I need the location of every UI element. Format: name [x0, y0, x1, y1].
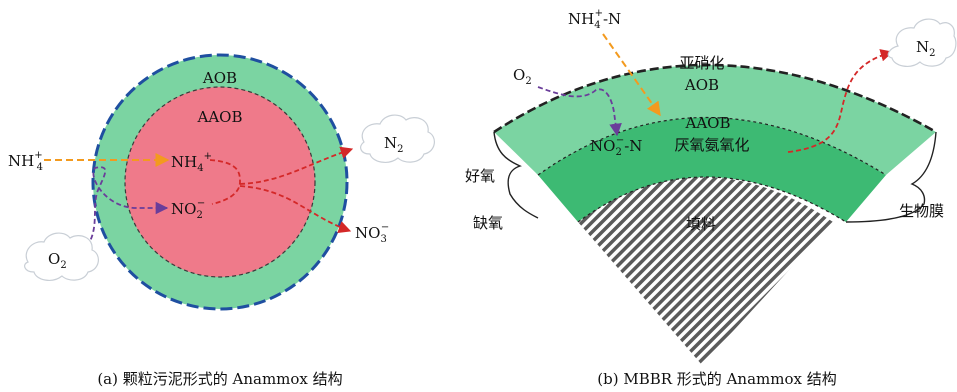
inner-dashed-boundary — [124, 86, 316, 278]
o2-to-no2-arrow — [75, 166, 169, 259]
no2-inner-text: NO2− — [171, 198, 205, 221]
biofilm-label: 生物膜 — [899, 202, 944, 220]
nh4n-input-arrow — [602, 33, 661, 117]
nitritation-aob-band — [494, 65, 936, 175]
anammox-aaob-band — [538, 117, 886, 222]
outer-dashed-boundary — [91, 53, 349, 311]
aob-label: AOB — [202, 69, 237, 87]
n2-cloud-icon — [360, 114, 435, 163]
no3-text: NO3− — [355, 222, 389, 245]
n2-right-cloud-icon — [887, 18, 957, 67]
nh4-outer-text: NH+ 4 — [8, 150, 43, 173]
n2-right-text: N2 — [916, 38, 936, 59]
o2-cloud-icon — [24, 232, 99, 281]
n2-left-text: N2 — [384, 134, 404, 155]
aerobic-anoxic-brace — [493, 131, 539, 219]
aerobic-label: 好氧 — [465, 167, 495, 185]
biofilm-outer-boundary — [493, 63, 937, 134]
aaob-label: AAOB — [197, 108, 243, 126]
aerobic-anoxic-boundary — [537, 116, 887, 176]
anammox-label: 厌氧氨氧化 — [674, 136, 749, 154]
mbbr-diagram: 亚硝化 AOB AAOB 厌氧氨氧化 填料 NH4+-N O2 NO2−-N N… — [465, 8, 957, 388]
nh4-inner-text: NH4+ — [171, 151, 212, 174]
aaob-right-label: AAOB — [685, 114, 731, 132]
no3-output-arrow — [239, 185, 352, 234]
o2-left-text: O2 — [48, 250, 67, 271]
n2-output-arrow — [239, 146, 354, 185]
granule-diagram: AOB AAOB NH+ 4 NH4+ NO2− O2 N2 NO3− (a) 颗… — [8, 53, 435, 388]
anammox-join-curve — [209, 159, 241, 205]
biofilm-carrier-boundary — [577, 176, 847, 223]
aob-right-label: AOB — [684, 76, 719, 94]
o2-right-arrow — [537, 86, 622, 137]
nh4n-text: NH4+-N — [568, 8, 621, 31]
carrier-label: 填料 — [686, 215, 716, 233]
caption-b: (b) MBBR 形式的 Anammox 结构 — [597, 370, 836, 388]
biofilm-brace — [845, 131, 937, 223]
no2n-text: NO2−-N — [590, 135, 642, 158]
o2-right-text: O2 — [513, 66, 532, 87]
caption-a: (a) 颗粒污泥形式的 Anammox 结构 — [97, 370, 342, 388]
nh4-outer-formula: NH+ 4 — [8, 150, 43, 173]
nitritation-label: 亚硝化 — [679, 54, 724, 72]
n2-right-arrow — [787, 49, 894, 153]
anoxic-label: 缺氧 — [473, 214, 503, 232]
aaob-inner-core — [125, 87, 315, 277]
